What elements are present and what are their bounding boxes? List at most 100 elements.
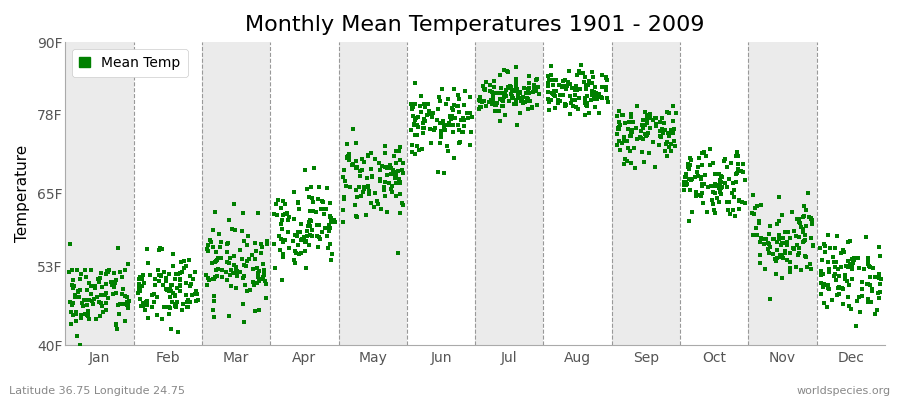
Point <box>214 255 229 261</box>
Point <box>167 292 182 298</box>
Point <box>584 96 598 103</box>
Point <box>65 267 79 274</box>
Point <box>705 196 719 203</box>
Point <box>163 294 177 300</box>
Point <box>463 93 477 100</box>
Point <box>364 166 378 172</box>
Point <box>678 174 692 180</box>
Point <box>439 101 454 107</box>
Point <box>175 269 189 275</box>
Point <box>799 254 814 260</box>
Point <box>598 87 613 94</box>
Point <box>714 191 728 197</box>
Point <box>580 82 595 88</box>
Point <box>619 158 634 164</box>
Point <box>285 238 300 244</box>
Point <box>752 218 767 224</box>
Point <box>436 118 450 125</box>
Point <box>256 260 271 267</box>
Point <box>734 168 748 175</box>
Point <box>140 260 155 266</box>
Point <box>448 115 463 121</box>
Point <box>683 177 698 183</box>
Point <box>176 307 190 314</box>
Point <box>322 222 337 228</box>
Point <box>267 241 282 248</box>
Point <box>310 232 324 239</box>
Point <box>82 316 96 322</box>
Point <box>270 212 284 219</box>
Point <box>161 288 176 294</box>
Point <box>76 296 91 303</box>
Point <box>768 256 782 262</box>
Point <box>479 103 493 109</box>
Point <box>828 270 842 277</box>
Point <box>797 237 812 243</box>
Point <box>623 148 637 154</box>
Point <box>437 127 452 133</box>
Point <box>708 190 723 197</box>
Point <box>757 241 771 247</box>
Point <box>478 86 492 93</box>
Point <box>63 299 77 305</box>
Point <box>394 200 409 206</box>
Point <box>320 245 335 251</box>
Point <box>814 280 828 286</box>
Point <box>698 172 712 178</box>
Point <box>220 258 234 265</box>
Point <box>392 147 406 154</box>
Point <box>815 284 830 290</box>
Point <box>546 88 561 94</box>
Point <box>872 275 886 281</box>
Point <box>450 102 464 109</box>
Point <box>346 161 360 167</box>
Point <box>589 93 603 99</box>
Point <box>695 182 709 189</box>
Point <box>691 164 706 170</box>
Point <box>620 138 634 144</box>
Point <box>872 270 886 277</box>
Point <box>392 156 407 163</box>
Point <box>153 272 167 278</box>
Point <box>85 298 99 304</box>
Point <box>70 267 85 274</box>
Point <box>120 299 134 305</box>
Point <box>621 126 635 132</box>
Point <box>122 260 136 267</box>
Point <box>446 106 461 113</box>
Point <box>865 288 879 294</box>
Point <box>575 70 590 76</box>
Point <box>305 226 320 233</box>
Point <box>558 77 572 84</box>
Point <box>173 283 187 290</box>
Point <box>814 269 828 275</box>
Point <box>500 69 515 76</box>
Point <box>587 88 601 95</box>
Point <box>516 94 530 100</box>
Point <box>109 289 123 296</box>
Point <box>832 291 846 297</box>
Point <box>636 122 651 128</box>
Point <box>834 285 849 292</box>
Point <box>392 176 406 182</box>
Point <box>636 117 651 124</box>
Point <box>780 240 795 246</box>
Point <box>805 217 819 224</box>
Point <box>215 274 230 281</box>
Point <box>798 207 813 213</box>
Point <box>409 114 423 121</box>
Point <box>578 74 592 80</box>
Point <box>713 186 727 192</box>
Point <box>237 238 251 244</box>
Point <box>792 245 806 251</box>
Point <box>116 286 130 292</box>
Point <box>488 108 502 114</box>
Point <box>168 303 183 310</box>
Point <box>298 248 312 254</box>
Point <box>287 232 302 238</box>
Point <box>305 198 320 205</box>
Point <box>677 182 691 189</box>
Point <box>634 134 648 140</box>
Point <box>304 184 319 190</box>
Point <box>598 86 613 92</box>
